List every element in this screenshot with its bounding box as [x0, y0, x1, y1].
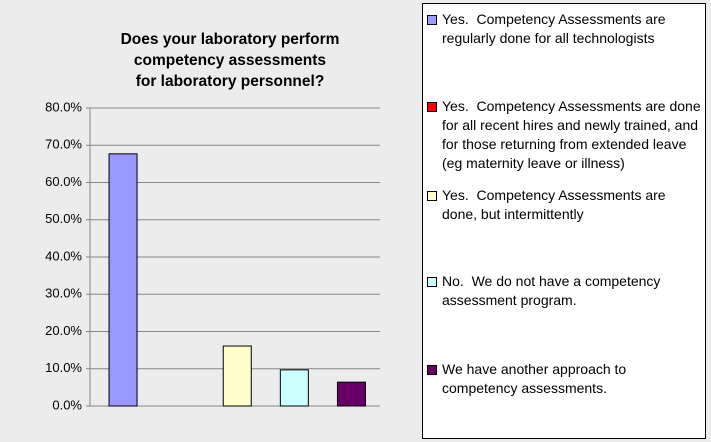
- y-tick-label: 80.0%: [45, 99, 82, 114]
- y-tick-label: 0.0%: [52, 397, 82, 412]
- y-tick-label: 20.0%: [45, 323, 82, 338]
- y-tick-label: 60.0%: [45, 174, 82, 189]
- legend-item: Yes. Competency Assessments are done for…: [427, 97, 703, 173]
- y-tick-label: 30.0%: [45, 286, 82, 301]
- legend-label: We have another approach to competency a…: [442, 361, 631, 396]
- bar: [279, 369, 309, 407]
- y-tick-label: 10.0%: [45, 360, 82, 375]
- chart-title: competency assessments: [134, 52, 326, 69]
- chart-title: Does your laboratory perform: [121, 31, 340, 48]
- legend-swatch: [427, 15, 437, 25]
- legend-label: Yes. Competency Assessments are regularl…: [442, 11, 670, 46]
- y-tick-label: 40.0%: [45, 248, 82, 263]
- legend-swatch: [427, 191, 437, 201]
- legend-item: Yes. Competency Assessments are done, bu…: [427, 186, 703, 224]
- legend-label: Yes. Competency Assessments are done, bu…: [442, 187, 670, 222]
- legend-swatch: [427, 277, 437, 287]
- bar: [108, 153, 138, 407]
- legend-item: No. We do not have a competency assessme…: [427, 272, 703, 310]
- legend-swatch: [427, 102, 437, 112]
- bar: [336, 381, 366, 407]
- legend-label: Yes. Competency Assessments are done for…: [442, 98, 705, 171]
- legend-item: We have another approach to competency a…: [427, 360, 703, 398]
- legend-label: No. We do not have a competency assessme…: [442, 273, 665, 308]
- y-tick-label: 70.0%: [45, 137, 82, 152]
- legend-item: Yes. Competency Assessments are regularl…: [427, 10, 703, 48]
- legend: Yes. Competency Assessments are regularl…: [422, 3, 706, 439]
- chart-title: for laboratory personnel?: [136, 73, 325, 90]
- bar: [222, 345, 252, 407]
- legend-swatch: [427, 365, 437, 375]
- y-tick-label: 50.0%: [45, 211, 82, 226]
